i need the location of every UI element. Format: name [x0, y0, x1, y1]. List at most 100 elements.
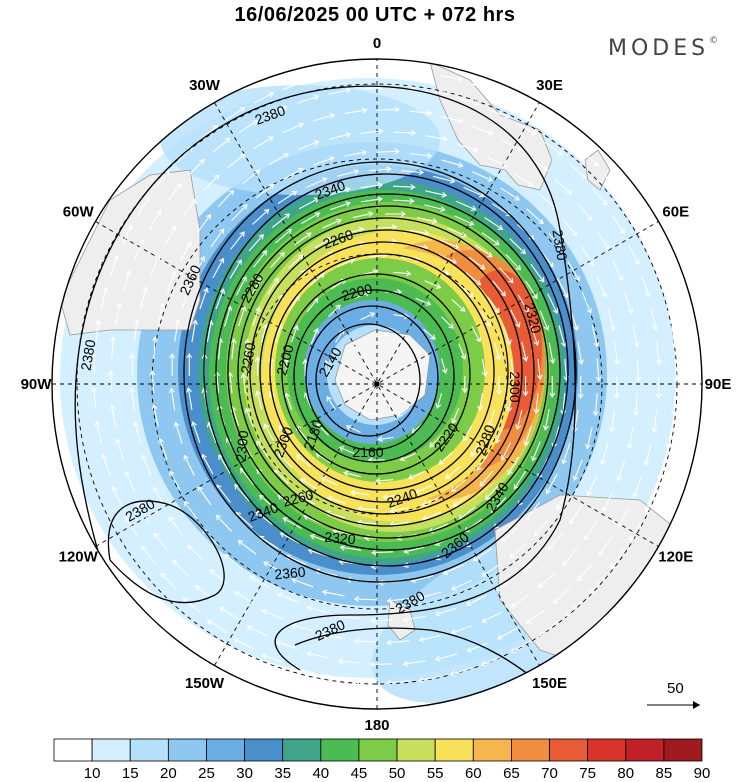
wind-arrow [316, 423, 329, 436]
wind-arrow [344, 69, 367, 74]
wind-arrow-head [129, 352, 136, 359]
wind-arrow-head [358, 241, 365, 247]
wind-arrow-head [154, 254, 161, 261]
wind-arrow [613, 341, 619, 364]
wind-arrow [507, 456, 519, 475]
colorbar-swatch [53, 738, 93, 762]
wind-arrow [425, 190, 447, 197]
svg-text:2300: 2300 [507, 371, 523, 402]
wind-arrow-head [476, 465, 482, 471]
wind-arrow-head [382, 493, 388, 500]
wind-arrow-head [572, 475, 579, 482]
wind-arrow [291, 624, 314, 632]
wind-arrow-head [438, 459, 444, 465]
wind-arrow [262, 609, 283, 620]
wind-arrow-head [273, 277, 279, 284]
wind-arrow-head [633, 342, 640, 348]
wind-arrow-head [593, 161, 599, 167]
wind-arrow [425, 90, 448, 95]
wind-arrow [456, 143, 478, 152]
wind-arrow [160, 573, 178, 590]
wind-arrow [294, 232, 312, 246]
wind-arrow [553, 588, 571, 604]
wind-arrow [547, 293, 558, 314]
colorbar-tick-label: 40 [312, 765, 329, 782]
wind-arrow [534, 518, 550, 536]
wind-arrow [278, 425, 290, 442]
wind-arrow [337, 258, 355, 268]
wind-arrow-head [378, 128, 384, 135]
wind-arrow-head [486, 321, 492, 328]
colorbar-tick-label: 55 [427, 765, 444, 782]
wind-arrow-head [343, 470, 349, 477]
wind-arrow [268, 153, 289, 166]
wind-arrow [409, 110, 432, 114]
wind-arrow-head [487, 422, 494, 429]
wind-arrow-head [115, 438, 121, 444]
wind-arrow [514, 173, 534, 187]
wind-arrow-head [426, 152, 433, 159]
wind-arrow [471, 83, 493, 92]
wind-arrow [581, 246, 594, 266]
wind-arrow [429, 523, 448, 533]
wind-arrow [674, 359, 678, 382]
wind-arrow-head [609, 427, 615, 433]
wind-arrow-head [523, 307, 530, 314]
wind-arrow-head [369, 312, 376, 318]
wind-arrow-head [337, 658, 344, 665]
wind-arrow [645, 443, 652, 466]
wind-arrow-head [256, 440, 262, 446]
wind-arrow-head [533, 408, 540, 414]
wind-arrow [282, 123, 304, 134]
wind-arrow [277, 191, 297, 205]
wind-arrow [658, 459, 666, 481]
meridian-label: 120E [658, 549, 693, 566]
wind-arrow [203, 174, 220, 192]
wind-arrow [612, 260, 623, 281]
wind-arrow-head [153, 486, 159, 493]
wind-arrow [376, 226, 397, 229]
wind-arrow-head [160, 572, 167, 579]
wind-arrow [465, 272, 481, 286]
wind-arrow-head [335, 304, 341, 310]
wind-arrow-head [429, 442, 435, 448]
wind-arrow-head [671, 342, 678, 349]
wind-arrow [455, 200, 476, 211]
wind-arrow-head [156, 209, 162, 216]
wind-arrow [207, 619, 227, 633]
wind-arrow-head [209, 569, 215, 575]
wind-arrow-head [506, 406, 513, 413]
wind-arrow [167, 183, 182, 202]
wind-arrow [488, 409, 495, 428]
wind-arrow [562, 548, 578, 566]
wind-arrow [215, 288, 225, 310]
wind-arrow [301, 212, 320, 225]
wind-arrow [511, 640, 531, 653]
wind-arrow [601, 443, 609, 465]
wind-arrow-head [386, 166, 392, 173]
wind-arrow [336, 170, 359, 177]
wind-arrow-head [191, 198, 197, 205]
wind-arrow-head [435, 283, 442, 289]
colorbar-tick-label: 50 [389, 765, 406, 782]
wind-arrow [224, 554, 243, 569]
wind-arrow-head [237, 540, 244, 546]
wind-arrow [481, 358, 486, 376]
wind-arrow-head [472, 146, 479, 153]
wind-arrow [270, 252, 285, 268]
wind-arrow [344, 151, 367, 157]
wind-arrow [596, 276, 607, 298]
wind-arrow [440, 75, 463, 81]
colorbar-swatch [434, 738, 474, 762]
wind-arrow [193, 256, 205, 277]
wind-lobe-north [160, 85, 440, 195]
pole-marker [374, 381, 380, 387]
wind-arrow-head [557, 150, 564, 156]
wind-arrow-head [391, 224, 398, 231]
wind-arrow [470, 440, 482, 457]
svg-text:2320: 2320 [324, 529, 357, 548]
wind-arrow [288, 254, 304, 269]
wind-arrow [435, 607, 457, 616]
wind-arrow-head [361, 409, 368, 416]
wind-arrow-head [481, 617, 488, 623]
